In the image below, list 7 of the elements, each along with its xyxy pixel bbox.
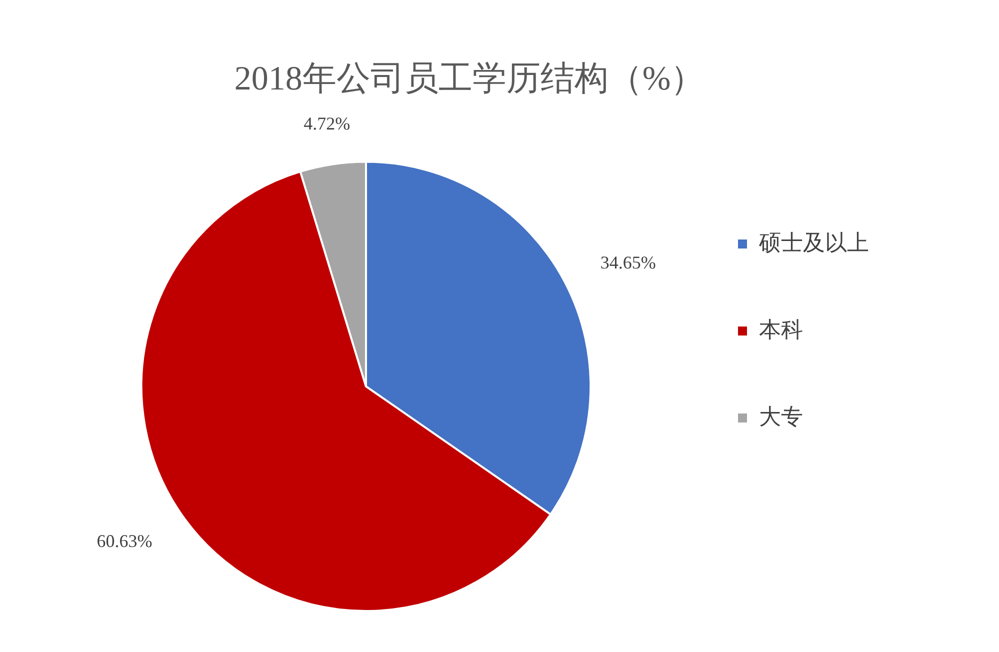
legend-label: 本科 (759, 316, 803, 342)
legend-label: 大专 (759, 404, 803, 429)
data-label: 60.63% (96, 531, 152, 552)
chart-title: 2018年公司员工学历结构（%） (234, 60, 705, 98)
data-label: 34.65% (600, 252, 656, 272)
legend-label: 硕士及以上 (758, 230, 869, 255)
data-label: 4.72% (304, 113, 350, 134)
